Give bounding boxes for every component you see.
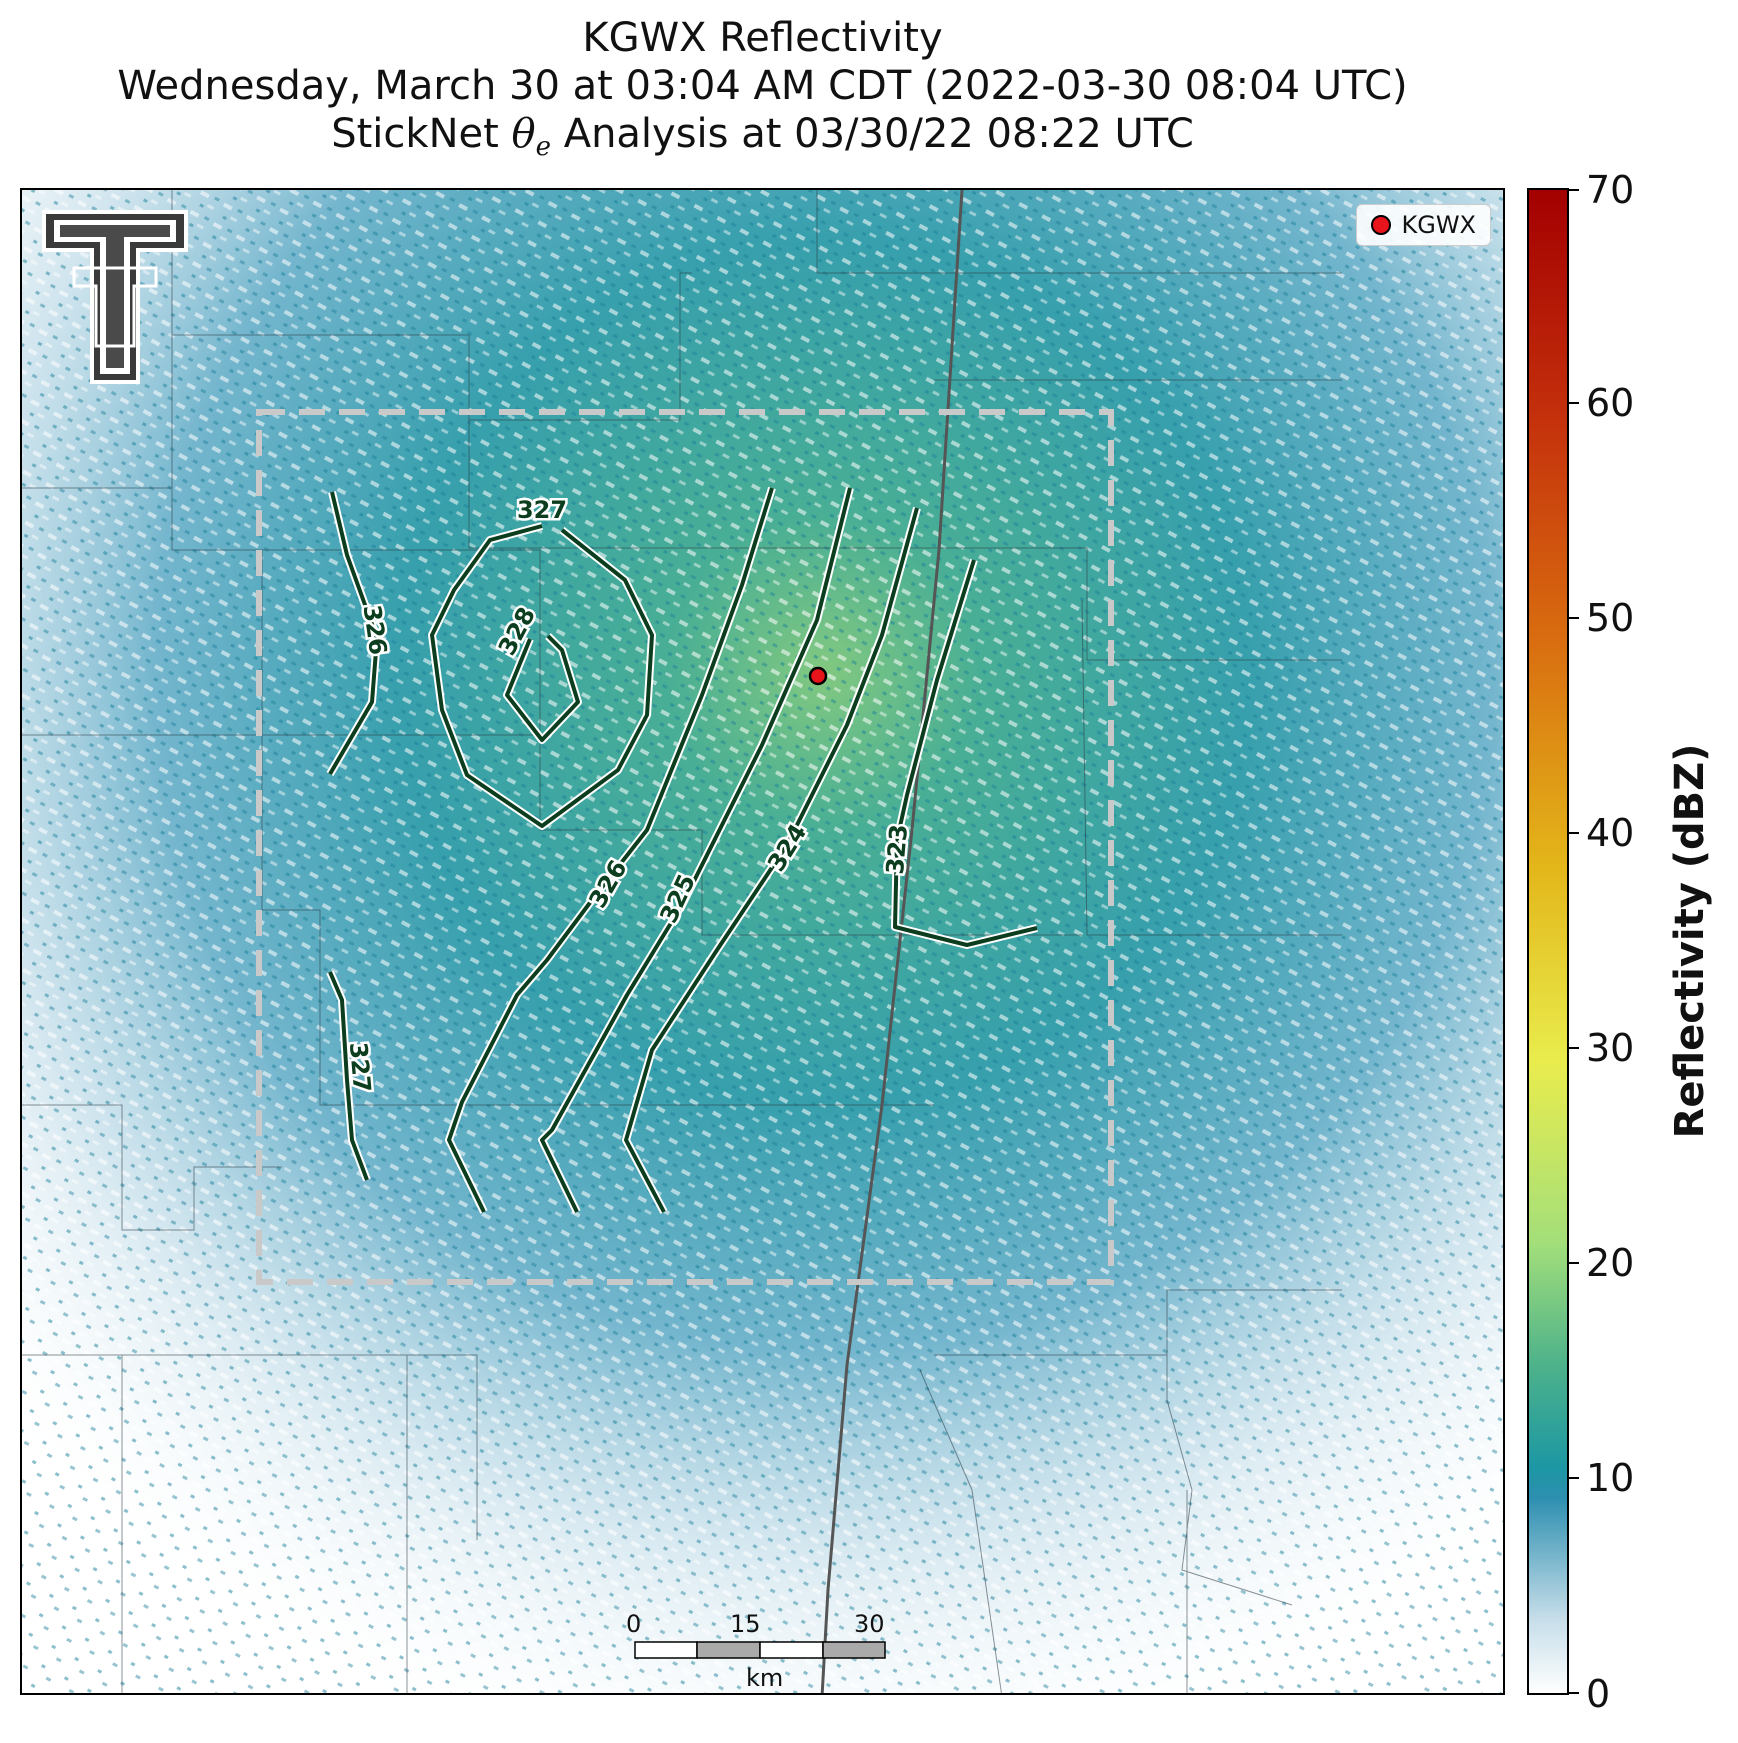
theta-e-contours	[326, 486, 1038, 1214]
colorbar-tick-label: 20	[1586, 1241, 1635, 1285]
colorbar-tick-label: 30	[1586, 1026, 1635, 1070]
scale-unit: km	[746, 1664, 784, 1692]
colorbar	[1527, 188, 1569, 1695]
colorbar-tick-label: 70	[1586, 168, 1635, 212]
scale-tick-label: 0	[626, 1610, 642, 1638]
colorbar-tick	[1569, 189, 1579, 191]
map-legend: KGWX	[1356, 204, 1491, 246]
colorbar-title: Reflectivity (dBZ)	[1667, 743, 1713, 1139]
title-analysis: StickNet θe Analysis at 03/30/22 08:22 U…	[331, 111, 1194, 162]
colorbar-tick-label: 60	[1586, 381, 1635, 425]
contour-label: 323	[881, 823, 913, 875]
colorbar-tick	[1569, 832, 1579, 834]
colorbar-tick-label: 0	[1586, 1672, 1611, 1716]
radar-speckle-texture	[22, 190, 1503, 1693]
colorbar-tick-label: 50	[1586, 596, 1635, 640]
colorbar-tick	[1569, 1692, 1579, 1694]
contour-label: 327	[517, 496, 567, 524]
colorbar-tick-label: 10	[1586, 1456, 1635, 1500]
highway-line	[820, 190, 964, 1693]
texas-tech-logo	[42, 210, 188, 384]
radar-map-canvas: 327 328 326 326 325 324 323 327	[22, 190, 1503, 1693]
colorbar-tick-label: 40	[1586, 811, 1635, 855]
scale-bar: 0 15 30 km	[626, 1610, 904, 1693]
title-datetime: Wednesday, March 30 at 03:04 AM CDT (202…	[117, 63, 1408, 109]
colorbar-tick	[1569, 1047, 1579, 1049]
radar-map[interactable]: 327 328 326 326 325 324 323 327 KGWX 0 1…	[20, 188, 1505, 1695]
colorbar-tick	[1569, 617, 1579, 619]
chart-title: KGWX Reflectivity Wednesday, March 30 at…	[20, 14, 1505, 171]
county-boundaries	[22, 190, 1342, 1693]
scale-tick-label: 15	[730, 1610, 761, 1638]
colorbar-tick	[1569, 402, 1579, 404]
scale-tick-label: 30	[854, 1610, 885, 1638]
colorbar-tick	[1569, 1477, 1579, 1479]
analysis-domain-box	[256, 409, 1114, 1285]
station-dot-icon	[1371, 215, 1392, 235]
kgwx-station-marker	[808, 666, 828, 686]
legend-label: KGWX	[1401, 211, 1476, 239]
scale-bar-segments	[634, 1641, 886, 1659]
contour-label: 327	[344, 1041, 376, 1093]
colorbar-tick	[1569, 1262, 1579, 1264]
title-radar: KGWX Reflectivity	[582, 15, 943, 61]
